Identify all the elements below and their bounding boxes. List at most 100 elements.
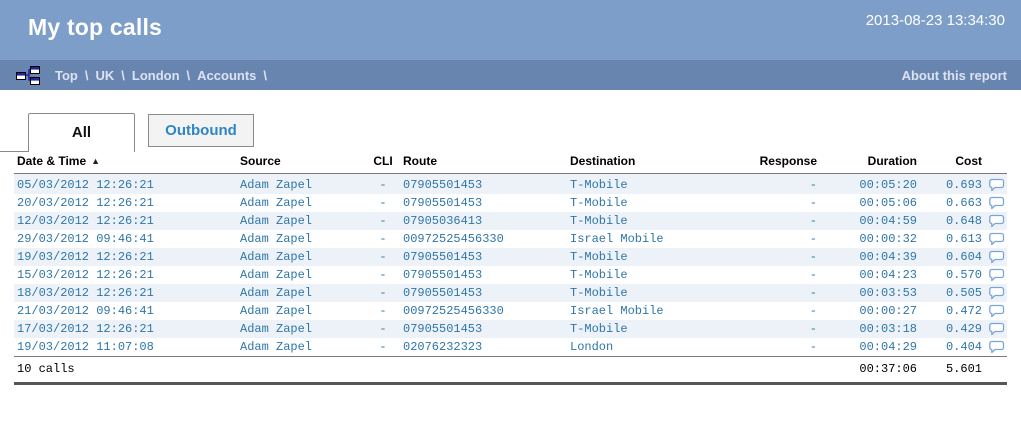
comment-icon[interactable]: [982, 194, 1007, 212]
cell-cli: -: [379, 178, 387, 192]
sitemap-icon: [14, 65, 41, 85]
cell-destination: Israel Mobile: [570, 232, 664, 246]
cell-duration: 00:04:59: [859, 214, 917, 228]
table-body: 05/03/2012 12:26:21 Adam Zapel - 0790550145…: [14, 173, 1007, 357]
cell-response: -: [809, 232, 817, 246]
cell-cost: 0.648: [945, 214, 982, 228]
column-header-duration[interactable]: Duration: [817, 152, 917, 174]
cell-cli: -: [379, 250, 387, 264]
cell-route: 07905501453: [403, 286, 483, 300]
cell-route: 07905501453: [403, 196, 483, 210]
breadcrumb-separator: \: [84, 67, 89, 83]
cell-duration: 00:03:53: [859, 286, 917, 300]
cell-destination: T-Mobile: [570, 322, 628, 336]
sort-ascending-icon: ▲: [91, 156, 101, 166]
table-row: 17/03/2012 12:26:21 Adam Zapel - 0790550145…: [14, 320, 1007, 338]
cell-cli: -: [379, 232, 387, 246]
cell-date-time: 29/03/2012 09:46:41: [17, 232, 154, 246]
cell-response: -: [809, 196, 817, 210]
table-row: 19/03/2012 12:26:21 Adam Zapel - 0790550145…: [14, 248, 1007, 266]
cell-response: -: [809, 286, 817, 300]
column-header-cli[interactable]: CLI: [363, 152, 403, 174]
cell-source: Adam Zapel: [240, 322, 313, 336]
cell-duration: 00:04:39: [859, 250, 917, 264]
comment-icon[interactable]: [982, 284, 1007, 302]
cell-response: -: [809, 268, 817, 282]
column-header-date-time[interactable]: Date & Time ▲: [14, 152, 240, 174]
comment-icon[interactable]: [982, 174, 1007, 195]
cell-source: Adam Zapel: [240, 286, 313, 300]
column-header-route[interactable]: Route: [403, 152, 570, 174]
column-header-response[interactable]: Response: [742, 152, 817, 174]
table-row: 15/03/2012 12:26:21 Adam Zapel - 0790550145…: [14, 266, 1007, 284]
cell-response: -: [809, 250, 817, 264]
cell-cli: -: [379, 214, 387, 228]
cell-cli: -: [379, 286, 387, 300]
cell-response: -: [809, 178, 817, 192]
cell-duration: 00:00:27: [859, 304, 917, 318]
breadcrumb-item-accounts[interactable]: Accounts: [197, 67, 257, 83]
cell-destination: Israel Mobile: [570, 304, 664, 318]
comment-icon[interactable]: [982, 320, 1007, 338]
table-header-row: Date & Time ▲ Source CLI Route Destinatio…: [14, 152, 1007, 174]
cell-source: Adam Zapel: [240, 340, 313, 354]
breadcrumb-bar: Top \ UK \ London \ Accounts \ About this repor…: [0, 60, 1021, 90]
cell-cli: -: [379, 322, 387, 336]
column-header-destination[interactable]: Destination: [570, 152, 742, 174]
cell-date-time: 21/03/2012 09:46:41: [17, 304, 154, 318]
cell-duration: 00:04:29: [859, 340, 917, 354]
tab-bar: All Outbound: [0, 113, 1021, 152]
column-header-cost[interactable]: Cost: [917, 152, 982, 174]
cell-duration: 00:05:06: [859, 196, 917, 210]
table-row: 12/03/2012 12:26:21 Adam Zapel - 0790503641…: [14, 212, 1007, 230]
comment-icon[interactable]: [982, 212, 1007, 230]
column-header-source[interactable]: Source: [240, 152, 363, 174]
cell-source: Adam Zapel: [240, 196, 313, 210]
tab-all[interactable]: All: [28, 113, 135, 152]
cell-route: 07905501453: [403, 322, 483, 336]
cell-route: 07905036413: [403, 214, 483, 228]
cell-response: -: [809, 304, 817, 318]
cell-destination: T-Mobile: [570, 286, 628, 300]
breadcrumb-item-top[interactable]: Top: [55, 67, 78, 83]
cell-date-time: 05/03/2012 12:26:21: [17, 178, 154, 192]
about-report-link[interactable]: About this report: [901, 67, 1007, 83]
cell-duration: 00:03:18: [859, 322, 917, 336]
breadcrumb-separator: \: [121, 67, 125, 83]
cell-route: 00972525456330: [403, 304, 504, 318]
cell-source: Adam Zapel: [240, 250, 313, 264]
cell-response: -: [809, 340, 817, 354]
cell-date-time: 17/03/2012 12:26:21: [17, 322, 154, 336]
cell-response: -: [809, 214, 817, 228]
totals-icon-spacer: [982, 356, 1007, 385]
cell-cli: -: [379, 340, 387, 354]
comment-icon[interactable]: [982, 248, 1007, 266]
table-row: 19/03/2012 11:07:08 Adam Zapel - 0207623232…: [14, 338, 1007, 357]
comment-icon[interactable]: [982, 302, 1007, 320]
cell-route: 02076232323: [403, 340, 483, 354]
cell-destination: T-Mobile: [570, 268, 628, 282]
cell-date-time: 19/03/2012 11:07:08: [17, 340, 154, 354]
cell-cost: 0.429: [945, 322, 982, 336]
cell-duration: 00:04:23: [859, 268, 917, 282]
cell-destination: T-Mobile: [570, 196, 628, 210]
table-row: 05/03/2012 12:26:21 Adam Zapel - 0790550145…: [14, 173, 1007, 195]
cell-source: Adam Zapel: [240, 178, 313, 192]
comment-icon[interactable]: [982, 338, 1007, 357]
breadcrumb-item-uk[interactable]: UK: [95, 67, 115, 83]
breadcrumb-separator: \: [263, 67, 268, 83]
cell-source: Adam Zapel: [240, 268, 313, 282]
cell-duration: 00:05:20: [859, 178, 917, 192]
total-calls-count: 10 calls: [14, 356, 817, 385]
comment-icon[interactable]: [982, 266, 1007, 284]
breadcrumb-item-london[interactable]: London: [131, 67, 180, 83]
breadcrumb-separator: \: [186, 67, 191, 83]
table-row: 21/03/2012 09:46:41 Adam Zapel - 0097252545…: [14, 302, 1007, 320]
tab-outbound[interactable]: Outbound: [148, 114, 254, 147]
cell-source: Adam Zapel: [240, 232, 313, 246]
cell-date-time: 20/03/2012 12:26:21: [17, 196, 154, 210]
cell-cost: 0.505: [945, 286, 982, 300]
table-totals-row: 10 calls 00:37:06 5.601: [14, 356, 1007, 385]
comment-icon[interactable]: [982, 230, 1007, 248]
column-header-icon-spacer: [982, 152, 1007, 174]
